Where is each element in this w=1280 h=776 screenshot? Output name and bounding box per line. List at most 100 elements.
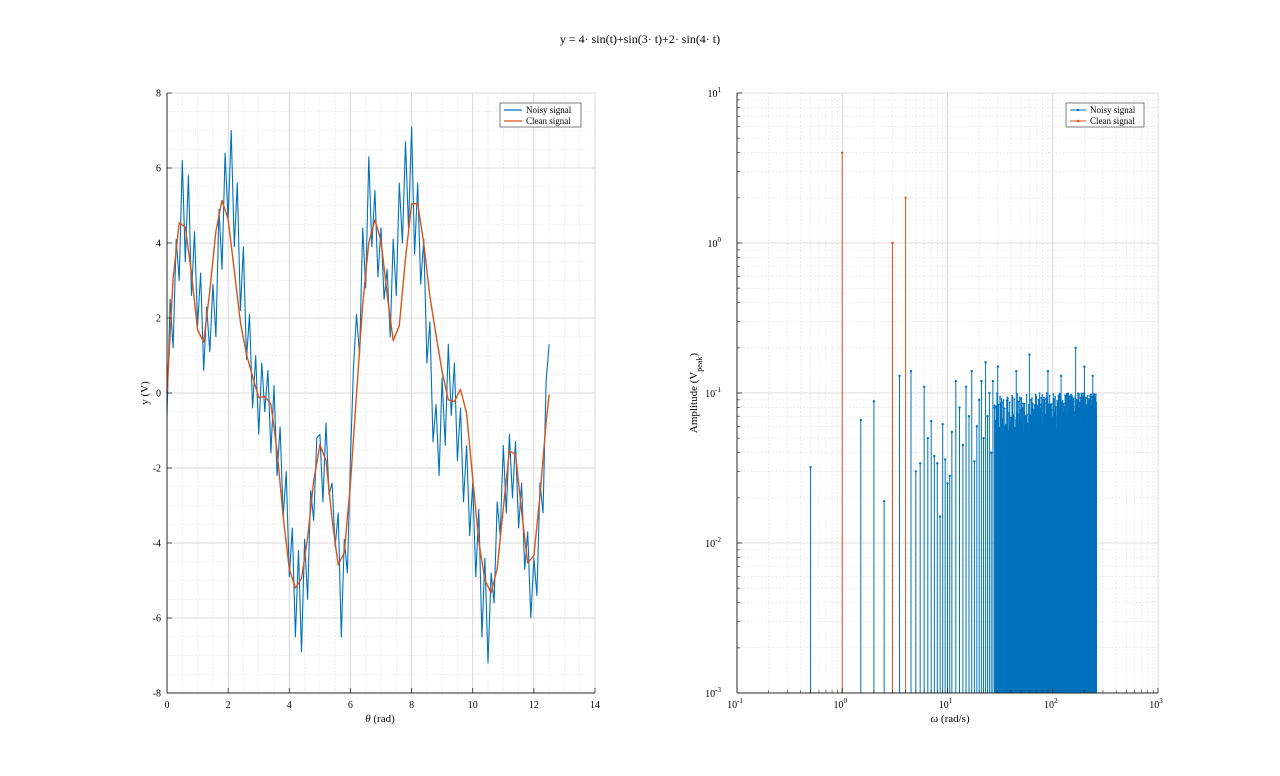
x-tick-label: 100 (834, 697, 848, 711)
noisy-signal-marker (970, 369, 973, 373)
noisy-signal-peak-marker (1015, 369, 1018, 373)
noisy-signal-marker (1041, 394, 1044, 397)
y-tick-exponent: -1 (715, 386, 721, 394)
noisy-signal-marker (1072, 400, 1075, 403)
y-tick-label: 0 (156, 389, 161, 400)
noisy-signal-marker (1026, 413, 1028, 416)
y-tick-label: -8 (153, 689, 161, 700)
noisy-signal-marker (936, 462, 939, 465)
noisy-signal-marker (1069, 395, 1071, 397)
noisy-signal-marker (982, 436, 985, 440)
noisy-signal-marker (975, 425, 979, 428)
noisy-signal-marker (929, 419, 933, 423)
noisy-signal-marker (1013, 398, 1016, 401)
noisy-signal-marker (943, 458, 947, 461)
y-tick-label: 2 (156, 314, 161, 325)
noisy-signal-marker (1094, 393, 1097, 396)
noisy-signal-marker (950, 430, 954, 434)
noisy-signal-marker (967, 415, 971, 418)
noisy-signal-marker (918, 462, 922, 465)
x-tick-label: 0 (165, 700, 170, 711)
noisy-signal-marker (1038, 392, 1041, 395)
noisy-signal-marker (1011, 396, 1014, 399)
x-tick-label: 10-1 (727, 697, 743, 711)
noisy-signal-marker (988, 391, 991, 395)
noisy-signal-peak-marker (996, 365, 999, 368)
y-tick-label: 10-3 (705, 686, 721, 700)
x-tick-label: 101 (939, 697, 953, 711)
x-tick-exponent: -1 (737, 697, 743, 705)
noisy-signal-marker (1001, 401, 1003, 403)
noisy-signal-marker (1016, 392, 1019, 395)
noisy-signal-line (166, 126, 550, 664)
noisy-signal-marker (1034, 393, 1037, 396)
x-tick-exponent: 2 (1054, 697, 1058, 705)
clean-signal-marker (904, 196, 907, 200)
legend-box (499, 102, 582, 128)
noisy-signal-peak-marker (1059, 374, 1063, 378)
x-tick-label: 4 (287, 700, 292, 711)
noisy-signal-marker (914, 470, 918, 473)
noisy-signal-marker (1093, 393, 1096, 396)
x-tick-label: 10 (468, 700, 478, 711)
noisy-signal-marker (1056, 400, 1059, 402)
x-tick-label: 14 (590, 700, 600, 711)
noisy-signal-marker (1003, 407, 1006, 410)
noisy-signal-marker (1067, 392, 1070, 395)
noisy-signal-peak-marker (1091, 374, 1094, 378)
noisy-signal-marker (1020, 397, 1023, 400)
y-tick-label: -4 (153, 539, 161, 550)
noisy-signal-peak-marker (1074, 346, 1077, 350)
x-axis-unit: (rad/s) (938, 713, 970, 725)
x-tick-label: 12 (529, 700, 539, 711)
legend-label: Clean signal (1090, 116, 1135, 126)
noisy-signal-marker (989, 451, 993, 454)
y-tick-exponent: -3 (715, 686, 721, 694)
noisy-signal-marker (1054, 395, 1057, 398)
noisy-signal-marker (1062, 405, 1065, 408)
y-tick-label: 100 (708, 236, 722, 250)
noisy-signal-marker (1055, 415, 1057, 418)
y-axis-label-subscript: peak (695, 357, 704, 372)
time-domain-plot-area (166, 126, 550, 664)
noisy-signal-marker (1029, 398, 1032, 401)
time-domain-tick-labels: 0 2 4 6 8 10 12 14 -8 -6 -4 -2 0 2 4 6 8 (153, 89, 600, 712)
noisy-signal-marker (1035, 395, 1038, 398)
time-domain-y-axis-label: y (V) (139, 381, 151, 405)
noisy-signal-marker (926, 436, 930, 440)
noisy-signal-marker (991, 379, 995, 383)
x-axis-symbol: ω (930, 713, 938, 725)
x-axis-unit: (rad) (371, 713, 395, 725)
noisy-signal-marker (938, 515, 942, 518)
noisy-signal-marker (946, 482, 949, 485)
time-domain-x-axis-label: θ (rad) (365, 713, 395, 725)
noisy-signal-marker (999, 396, 1001, 398)
figure-title: y = 4· sin(t)+sin(3· t)+2· sin(4· t) (560, 32, 720, 46)
noisy-signal-marker (964, 385, 968, 388)
y-tick-label: 10-1 (705, 386, 721, 400)
y-tick-label: -6 (153, 614, 161, 625)
x-tick-exponent: 1 (949, 697, 953, 705)
noisy-signal-marker (809, 466, 812, 469)
x-tick-label: 6 (348, 700, 353, 711)
noisy-signal-marker (1095, 401, 1098, 404)
noisy-signal-marker (1002, 399, 1005, 401)
noisy-signal-marker (1059, 392, 1062, 395)
noisy-signal-marker (958, 406, 961, 409)
noisy-signal-marker (1050, 403, 1053, 406)
noisy-signal-marker (1031, 397, 1033, 400)
legend-label: Noisy signal (1090, 105, 1136, 115)
y-tick-label: -2 (153, 464, 161, 475)
y-axis-label-main: Amplitude (V (688, 372, 700, 433)
frequency-domain-plot-area (809, 151, 1098, 693)
legend-swatch-marker (1076, 108, 1080, 112)
legend-box (1065, 102, 1145, 128)
noisy-signal-marker (1090, 393, 1093, 396)
noisy-signal-marker (1008, 401, 1011, 404)
y-tick-label: 10-2 (705, 536, 721, 550)
noisy-signal-marker (1000, 397, 1003, 400)
